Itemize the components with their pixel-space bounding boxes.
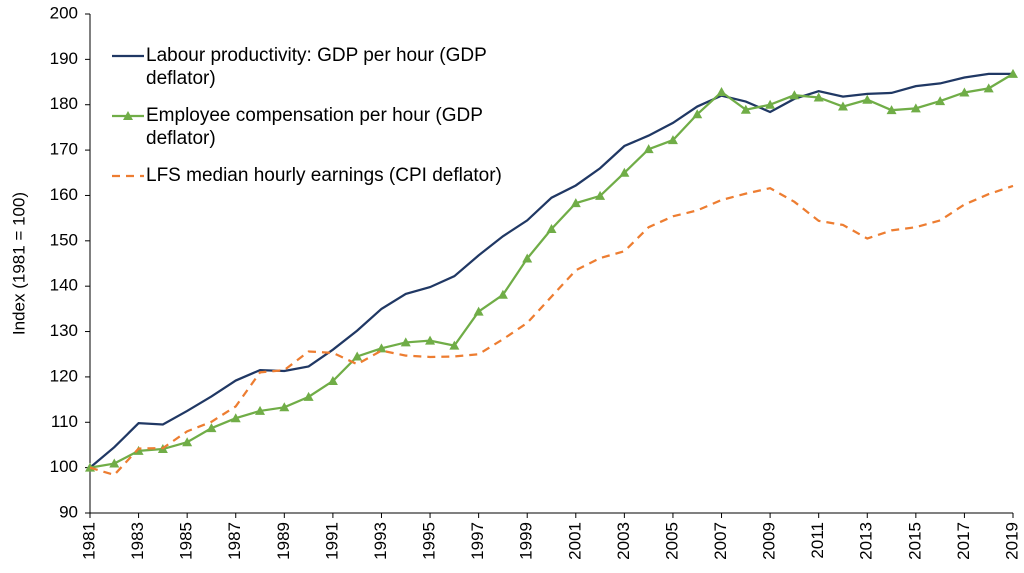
point-marker [813,92,824,102]
legend-swatch [112,111,144,120]
legend-swatch [112,54,144,58]
point-marker [667,135,678,145]
y-tick-label: 190 [50,49,78,68]
x-tick-label: 2003 [614,522,633,560]
y-tick-label: 180 [50,94,78,113]
point-marker [983,83,994,93]
point-marker [327,375,338,385]
point-marker [230,413,241,423]
y-tick-label: 170 [50,140,78,159]
legend-item: Employee compensation per hour (GDP defl… [110,104,526,150]
point-marker [303,391,314,401]
point-marker [935,96,946,106]
x-tick-label: 1999 [517,522,536,560]
x-tick-label: 2017 [954,522,973,560]
x-tick-label: 1987 [225,522,244,560]
y-tick-label: 90 [59,502,78,521]
x-tick-label: 2011 [808,522,827,559]
x-tick-label: 1985 [177,522,196,560]
point-marker [619,167,630,177]
point-marker [497,289,508,299]
y-tick-label: 150 [50,230,78,249]
x-tick-label: 1995 [420,522,439,560]
legend-swatch [112,174,144,178]
x-tick-label: 2001 [565,522,584,560]
legend-item: Labour productivity: GDP per hour (GDP d… [110,44,526,90]
x-tick-label: 2015 [905,522,924,560]
point-marker [959,87,970,97]
point-marker [473,306,484,316]
point-marker [279,402,290,412]
point-marker [182,437,193,447]
x-tick-label: 1991 [322,522,341,560]
x-tick-label: 2013 [857,522,876,560]
legend-label: LFS median hourly earnings (CPI deflator… [146,165,502,186]
point-marker [425,335,436,345]
point-marker [716,87,727,97]
point-marker [352,351,363,361]
point-marker [522,253,533,263]
x-tick-label: 1993 [371,522,390,560]
legend-label: Labour productivity: GDP per hour (GDP d… [146,45,487,89]
point-marker [449,340,460,350]
point-marker [837,101,848,111]
legend-marker [123,111,133,120]
point-marker [765,99,776,109]
series-line [89,184,1014,477]
point-marker [109,458,120,468]
point-marker [789,90,800,100]
x-tick-label: 1983 [128,522,147,560]
x-tick-label: 2019 [1002,522,1021,560]
legend-item: LFS median hourly earnings (CPI deflator… [110,164,526,187]
point-marker [643,144,654,154]
point-marker [376,343,387,353]
y-axis-label: Index (1981 = 100) [9,192,28,335]
point-marker [255,405,266,415]
y-tick-label: 200 [50,3,78,22]
x-tick-label: 1981 [79,522,98,560]
y-tick-label: 130 [50,321,78,340]
point-marker [570,198,581,208]
point-marker [692,109,703,119]
y-tick-label: 120 [50,366,78,385]
y-tick-label: 160 [50,185,78,204]
point-marker [910,103,921,113]
point-marker [595,190,606,200]
point-marker [206,423,217,433]
x-tick-label: 2005 [662,522,681,560]
series-line [89,72,1013,469]
y-tick-label: 110 [51,412,78,431]
point-marker [1008,68,1018,78]
y-tick-label: 140 [50,276,78,295]
point-marker [886,105,897,115]
x-tick-label: 2007 [711,522,730,560]
legend-label: Employee compensation per hour (GDP defl… [146,105,483,149]
x-tick-label: 2009 [760,522,779,560]
legend: Labour productivity: GDP per hour (GDP d… [110,44,526,201]
x-tick-label: 1997 [468,522,487,560]
point-marker [740,104,751,114]
y-tick-label: 100 [50,457,78,476]
point-marker [862,94,873,104]
point-marker [546,224,557,234]
x-tick-label: 1989 [274,522,293,560]
point-marker [400,337,411,347]
